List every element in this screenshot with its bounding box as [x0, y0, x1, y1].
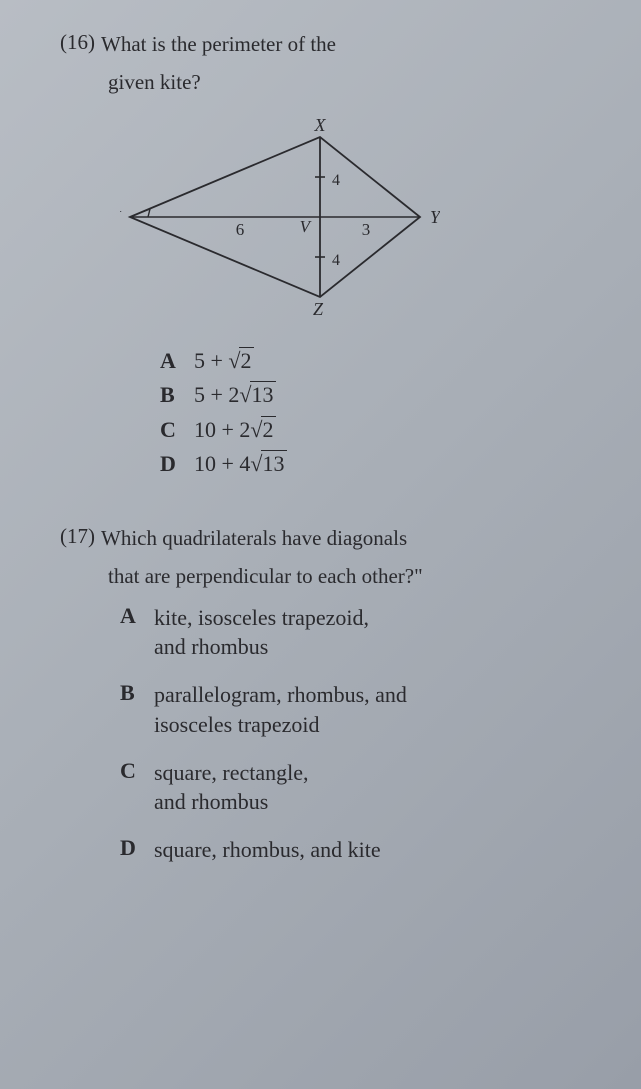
q17-text-line2: that are perpendicular to each other?": [108, 562, 591, 590]
q16-option-a: A 5 + 2: [160, 347, 591, 376]
label-y: Y: [430, 207, 440, 227]
label-v: V: [300, 217, 313, 236]
q17-option-d: D square, rhombus, and kite: [120, 835, 591, 865]
option-letter: C: [160, 417, 194, 443]
option-body: kite, isosceles trapezoid, and rhombus: [154, 603, 369, 662]
option-letter: B: [120, 680, 154, 706]
option-letter: D: [160, 451, 194, 477]
option-line1: parallelogram, rhombus, and: [154, 682, 407, 707]
option-line1: kite, isosceles trapezoid,: [154, 605, 369, 630]
q17-text-line1: Which quadrilaterals have diagonals: [101, 524, 407, 552]
angle-mark-w: [142, 209, 150, 217]
option-pre: 5 +: [194, 348, 228, 373]
option-pre: 5 + 2: [194, 382, 239, 407]
option-body: square, rectangle, and rhombus: [154, 758, 309, 817]
radicand: 2: [239, 347, 254, 373]
label-z: Z: [313, 299, 324, 317]
radicand: 2: [261, 416, 276, 442]
page: (16) What is the perimeter of the given …: [0, 0, 641, 940]
option-line1: square, rhombus, and kite: [154, 837, 381, 862]
label-wv-len: 6: [236, 220, 245, 239]
option-letter: B: [160, 382, 194, 408]
q17-number: (17): [60, 524, 95, 549]
radicand: 13: [261, 450, 287, 476]
label-xv-len: 4: [332, 172, 340, 189]
question-17: (17) Which quadrilaterals have diagonals…: [60, 524, 591, 865]
q16-text-line2: given kite?: [108, 68, 591, 96]
sqrt-icon: 13: [239, 381, 275, 410]
q17-option-b: B parallelogram, rhombus, and isosceles …: [120, 680, 591, 739]
option-line2: and rhombus: [154, 789, 268, 814]
kite-diagram: X Y Z W V 6 3 4 4: [120, 117, 430, 317]
radicand: 13: [250, 381, 276, 407]
label-vz-len: 4: [332, 252, 340, 269]
sqrt-icon: 13: [250, 450, 286, 479]
q16-option-d: D 10 + 4 13: [160, 450, 591, 479]
option-body: parallelogram, rhombus, and isosceles tr…: [154, 680, 407, 739]
kite-svg: X Y Z W V 6 3 4 4: [120, 117, 440, 317]
q17-option-c: C square, rectangle, and rhombus: [120, 758, 591, 817]
option-letter: A: [160, 348, 194, 374]
option-line1: square, rectangle,: [154, 760, 309, 785]
q16-header: (16) What is the perimeter of the: [60, 30, 591, 58]
label-w: W: [120, 207, 122, 227]
option-line2: isosceles trapezoid: [154, 712, 320, 737]
q17-option-a: A kite, isosceles trapezoid, and rhombus: [120, 603, 591, 662]
q16-option-b: B 5 + 2 13: [160, 381, 591, 410]
option-body: 10 + 4 13: [194, 450, 287, 479]
option-body: 10 + 2 2: [194, 416, 276, 445]
option-line2: and rhombus: [154, 634, 268, 659]
option-letter: A: [120, 603, 154, 629]
option-body: 5 + 2: [194, 347, 254, 376]
q16-option-c: C 10 + 2 2: [160, 416, 591, 445]
option-body: 5 + 2 13: [194, 381, 276, 410]
q17-options: A kite, isosceles trapezoid, and rhombus…: [120, 603, 591, 865]
q16-number: (16): [60, 30, 95, 55]
q16-text-line1: What is the perimeter of the: [101, 30, 336, 58]
question-16: (16) What is the perimeter of the given …: [60, 30, 591, 479]
sqrt-icon: 2: [250, 416, 275, 445]
label-vy-len: 3: [362, 220, 371, 239]
q16-options: A 5 + 2 B 5 + 213 C 10 + 22 D 1: [160, 347, 591, 479]
sqrt-icon: 2: [228, 347, 253, 376]
q17-header: (17) Which quadrilaterals have diagonals: [60, 524, 591, 552]
option-letter: C: [120, 758, 154, 784]
option-pre: 10 + 2: [194, 417, 250, 442]
option-letter: D: [120, 835, 154, 861]
label-x: X: [314, 117, 327, 135]
option-pre: 10 + 4: [194, 451, 250, 476]
option-body: square, rhombus, and kite: [154, 835, 381, 865]
